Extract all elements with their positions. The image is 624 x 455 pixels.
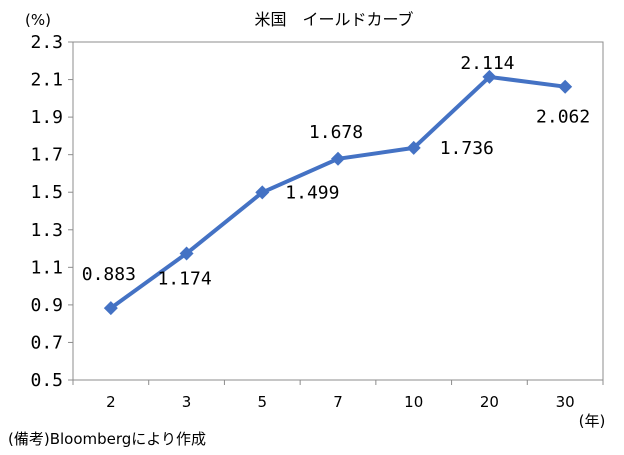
chart-title: 米国 イールドカーブ: [254, 10, 413, 29]
y-tick-label: 0.9: [30, 295, 63, 316]
data-point-marker: [255, 185, 270, 200]
y-tick-label: 1.1: [30, 257, 63, 278]
data-point-marker: [103, 301, 118, 316]
axes: [68, 41, 604, 385]
data-point-marker: [406, 140, 421, 155]
x-tick-label: 7: [333, 393, 343, 411]
y-tick-label: 0.5: [30, 370, 63, 391]
y-tick-labels: 0.5 0.7 0.9 1.1 1.3 1.5 1.7 1.9 2.1 2.3: [30, 32, 63, 391]
x-axis-unit-label: (年): [579, 412, 606, 430]
data-label: 0.883: [82, 264, 136, 285]
x-tick-labels: 2 3 5 7 10 20 30: [106, 393, 575, 411]
y-tick-label: 1.5: [30, 182, 63, 203]
x-tick-label: 30: [556, 393, 575, 411]
data-point-marker: [482, 69, 497, 84]
x-tick-label: 10: [404, 393, 423, 411]
data-label: 1.499: [285, 182, 339, 203]
y-tick-label: 2.3: [30, 32, 63, 53]
plot-area-border: [72, 41, 604, 381]
y-tick-label: 0.7: [30, 332, 63, 353]
data-point-marker: [558, 79, 573, 94]
data-labels: 0.883 1.174 1.499 1.678 1.736 2.114 2.062: [82, 53, 590, 290]
data-label: 1.174: [157, 268, 211, 289]
data-label: 2.062: [536, 107, 590, 128]
data-label: 2.114: [460, 53, 514, 74]
x-tick-label: 2: [106, 393, 116, 411]
source-note: (備考)Bloombergにより作成: [8, 430, 207, 448]
y-axis-unit-label: (%): [25, 11, 51, 29]
y-tick-label: 1.3: [30, 220, 63, 241]
data-point-marker: [179, 246, 194, 261]
data-label: 1.678: [309, 122, 363, 143]
x-tick-label: 20: [480, 393, 499, 411]
y-tick-label: 2.1: [30, 70, 63, 91]
series-line: [103, 69, 573, 316]
y-tick-label: 1.9: [30, 107, 63, 128]
x-tick-label: 3: [182, 393, 192, 411]
data-label: 1.736: [440, 138, 494, 159]
data-point-marker: [331, 151, 345, 166]
y-tick-label: 1.7: [30, 145, 63, 166]
x-tick-label: 5: [258, 393, 268, 411]
